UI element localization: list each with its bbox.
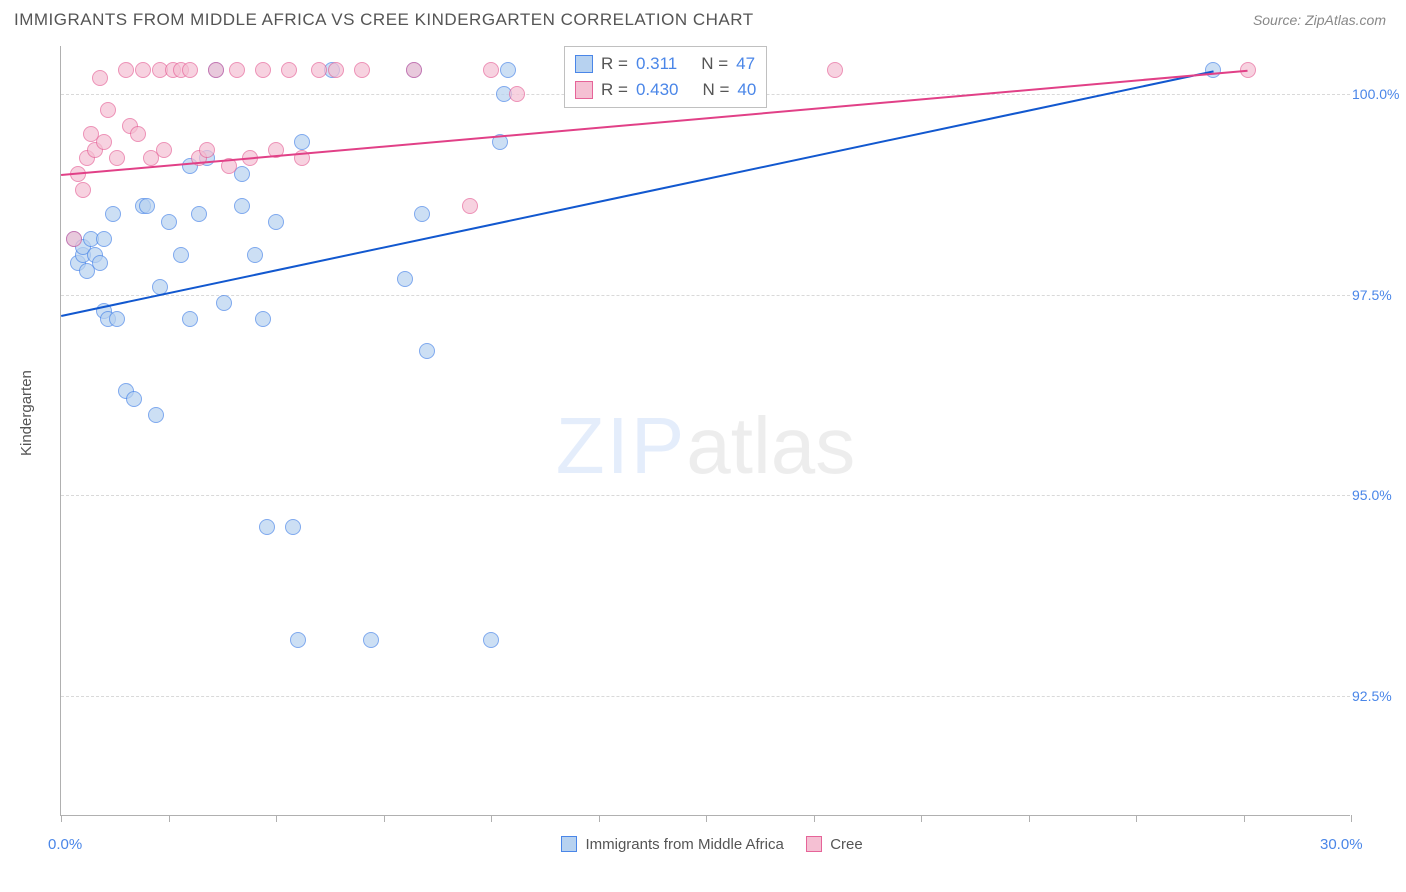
data-point-middle_africa <box>290 632 306 648</box>
data-point-cree <box>311 62 327 78</box>
data-point-cree <box>255 62 271 78</box>
stats-swatch <box>575 55 593 73</box>
x-tick-mark <box>1029 815 1030 822</box>
stats-legend-box: R = 0.311 N = 47 R = 0.430 N = 40 <box>564 46 767 108</box>
data-point-middle_africa <box>148 407 164 423</box>
data-point-middle_africa <box>500 62 516 78</box>
data-point-cree <box>354 62 370 78</box>
x-tick-mark <box>706 815 707 822</box>
stats-row-cree: R = 0.430 N = 40 <box>575 77 756 103</box>
x-tick-mark <box>599 815 600 822</box>
data-point-middle_africa <box>285 519 301 535</box>
source-value: ZipAtlas.com <box>1305 12 1386 28</box>
legend-swatch-middle-africa <box>561 836 577 852</box>
data-point-middle_africa <box>92 255 108 271</box>
data-point-middle_africa <box>182 311 198 327</box>
plot-area: ZIPatlas 92.5%95.0%97.5%100.0%R =0.311N … <box>60 46 1350 816</box>
watermark-atlas: atlas <box>686 401 855 490</box>
data-point-cree <box>229 62 245 78</box>
stats-r-label: R = <box>601 80 628 100</box>
watermark: ZIPatlas <box>556 400 855 492</box>
data-point-middle_africa <box>126 391 142 407</box>
bottom-legend: Immigrants from Middle Africa Cree <box>0 836 1406 853</box>
data-point-cree <box>199 142 215 158</box>
x-tick-mark <box>1351 815 1352 822</box>
watermark-zip: ZIP <box>556 401 686 490</box>
x-tick-mark <box>921 815 922 822</box>
stats-n-label: N = <box>702 80 729 100</box>
data-point-middle_africa <box>216 295 232 311</box>
gridline <box>61 696 1350 697</box>
data-point-cree <box>328 62 344 78</box>
legend-label-middle-africa: Immigrants from Middle Africa <box>585 836 783 853</box>
source-attribution: Source: ZipAtlas.com <box>1253 12 1386 28</box>
data-point-middle_africa <box>363 632 379 648</box>
data-point-middle_africa <box>105 206 121 222</box>
stats-n-label: N = <box>701 54 728 74</box>
stats-row-middle_africa: R = 0.311 N = 47 <box>575 51 756 77</box>
data-point-middle_africa <box>96 231 112 247</box>
data-point-cree <box>130 126 146 142</box>
x-tick-mark <box>1244 815 1245 822</box>
data-point-middle_africa <box>259 519 275 535</box>
data-point-cree <box>182 62 198 78</box>
data-point-cree <box>281 62 297 78</box>
y-tick-label: 100.0% <box>1352 86 1406 102</box>
stats-r-value: 0.311 <box>636 54 677 74</box>
chart-container: Kindergarten ZIPatlas 92.5% 95.0% 97.5% 100… <box>0 36 1406 878</box>
data-point-middle_africa <box>139 198 155 214</box>
source-label: Source: <box>1253 12 1301 28</box>
y-tick-label: 97.5% <box>1352 287 1406 303</box>
data-point-middle_africa <box>173 247 189 263</box>
gridline <box>61 495 1350 496</box>
chart-header: IMMIGRANTS FROM MIDDLE AFRICA VS CREE KI… <box>0 0 1406 36</box>
stats-swatch <box>575 81 593 99</box>
data-point-middle_africa <box>419 343 435 359</box>
data-point-cree <box>135 62 151 78</box>
y-axis-title: Kindergarten <box>18 370 35 456</box>
data-point-middle_africa <box>255 311 271 327</box>
stats-r-value: 0.430 <box>636 80 679 100</box>
data-point-cree <box>462 198 478 214</box>
y-tick-label: 95.0% <box>1352 487 1406 503</box>
data-point-cree <box>66 231 82 247</box>
x-tick-mark <box>61 815 62 822</box>
x-tick-mark <box>491 815 492 822</box>
x-tick-mark <box>169 815 170 822</box>
x-tick-mark <box>814 815 815 822</box>
data-point-cree <box>118 62 134 78</box>
data-point-cree <box>75 182 91 198</box>
legend-label-cree: Cree <box>830 836 863 853</box>
data-point-middle_africa <box>161 214 177 230</box>
x-tick-mark <box>384 815 385 822</box>
data-point-cree <box>483 62 499 78</box>
data-point-cree <box>156 142 172 158</box>
data-point-cree <box>92 70 108 86</box>
gridline <box>61 295 1350 296</box>
chart-title: IMMIGRANTS FROM MIDDLE AFRICA VS CREE KI… <box>14 10 754 30</box>
data-point-middle_africa <box>268 214 284 230</box>
data-point-cree <box>827 62 843 78</box>
data-point-cree <box>208 62 224 78</box>
data-point-cree <box>509 86 525 102</box>
stats-r-label: R = <box>601 54 628 74</box>
data-point-cree <box>109 150 125 166</box>
x-tick-mark <box>1136 815 1137 822</box>
data-point-cree <box>406 62 422 78</box>
data-point-cree <box>96 134 112 150</box>
data-point-middle_africa <box>397 271 413 287</box>
data-point-middle_africa <box>191 206 207 222</box>
x-tick-mark <box>276 815 277 822</box>
data-point-middle_africa <box>109 311 125 327</box>
stats-n-value: 47 <box>736 54 755 74</box>
data-point-middle_africa <box>483 632 499 648</box>
data-point-middle_africa <box>247 247 263 263</box>
data-point-middle_africa <box>234 198 250 214</box>
data-point-cree <box>100 102 116 118</box>
data-point-middle_africa <box>294 134 310 150</box>
y-tick-label: 92.5% <box>1352 688 1406 704</box>
data-point-middle_africa <box>414 206 430 222</box>
stats-n-value: 40 <box>737 80 756 100</box>
legend-swatch-cree <box>806 836 822 852</box>
